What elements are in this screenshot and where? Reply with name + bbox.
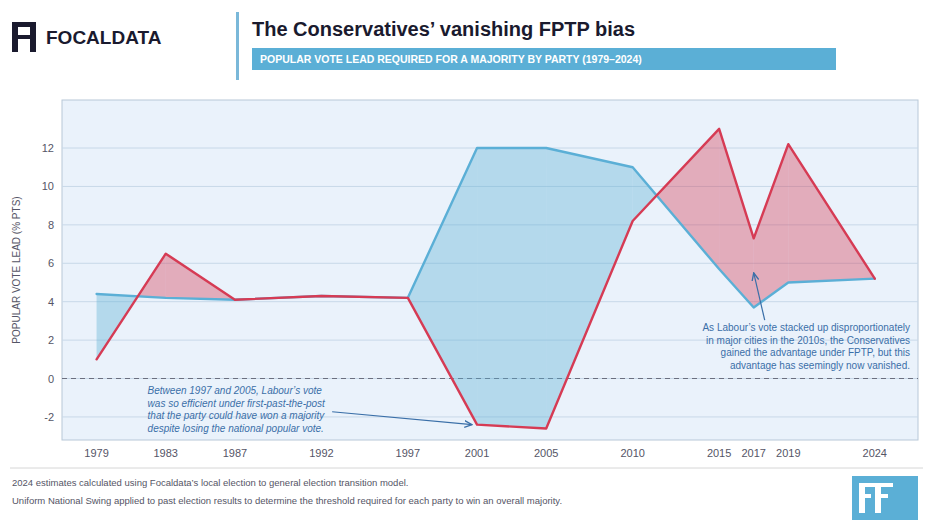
plot-frame	[62, 100, 918, 440]
logo-shape	[12, 35, 24, 39]
y-tick-label: 8	[48, 219, 54, 231]
icon-bg	[852, 476, 918, 520]
footer-rule	[10, 468, 923, 469]
annotation-line: gained the advantage under FPTP, but thi…	[721, 347, 910, 358]
x-tick-label: 1983	[154, 447, 178, 459]
x-tick-label: 2019	[776, 447, 800, 459]
x-tick-label: 1992	[309, 447, 333, 459]
annotation-line: was so efficient under first-past-the-po…	[148, 398, 327, 409]
subtitle: POPULAR VOTE LEAD REQUIRED FOR A MAJORIT…	[260, 53, 642, 65]
x-tick-label: 2017	[741, 447, 765, 459]
brand: FOCALDATA	[46, 27, 162, 48]
y-tick-label: 2	[48, 334, 54, 346]
icon-shape	[875, 483, 893, 487]
subtitle-bar	[252, 48, 836, 70]
x-tick-label: 1987	[223, 447, 247, 459]
y-tick-label: 12	[42, 142, 54, 154]
y-tick-label: 10	[42, 180, 54, 192]
chart: FOCALDATA The Conservatives’ vanishing FP…	[0, 0, 933, 525]
footer-note: 2024 estimates calculated using Focaldat…	[12, 477, 408, 488]
gap-area	[408, 148, 477, 425]
gap-area	[657, 129, 719, 269]
gap-area	[546, 148, 632, 428]
icon-shape	[859, 483, 875, 487]
icon-shape	[859, 494, 871, 498]
logo-shape	[22, 22, 36, 27]
annotation-line: Between 1997 and 2005, Labour’s vote	[148, 385, 323, 396]
annotation-line: As Labour’s vote stacked up disproportio…	[702, 322, 910, 333]
y-tick-label: 0	[48, 373, 54, 385]
series-line	[97, 129, 875, 429]
footer-note: Uniform National Swing applied to past e…	[12, 495, 562, 506]
logo-shape	[24, 35, 36, 39]
divider	[236, 12, 239, 80]
logo	[12, 22, 36, 52]
x-tick-label: 1979	[84, 447, 108, 459]
gap-area	[633, 167, 657, 221]
annotation-line: in major cities in the 2010s, the Conser…	[706, 335, 910, 346]
gap-area	[477, 148, 546, 428]
plot-area	[62, 129, 918, 429]
annotation-arrow	[754, 273, 765, 320]
y-tick-label: -2	[44, 411, 54, 423]
y-tick-label: 6	[48, 257, 54, 269]
x-tick-label: 2015	[707, 447, 731, 459]
title: The Conservatives’ vanishing FPTP bias	[252, 18, 635, 40]
x-tick-label: 2001	[465, 447, 489, 459]
x-tick-label: 2010	[620, 447, 644, 459]
y-tick-label: 4	[48, 296, 54, 308]
icon-shape	[875, 494, 888, 498]
fills	[97, 129, 875, 429]
annotation-arrow	[332, 412, 472, 425]
annotation-line: despite losing the national popular vote…	[148, 423, 324, 434]
annotation: Between 1997 and 2005, Labour’s vote was …	[148, 385, 327, 434]
annotation: As Labour’s vote stacked up disproportio…	[702, 322, 910, 371]
x-tick-label: 2005	[534, 447, 558, 459]
x-tick-label: 1997	[396, 447, 420, 459]
annotation-line: advantage has seemingly now vanished.	[730, 360, 910, 371]
footer-icon	[852, 476, 918, 520]
annotation-line: that the party could have won a majority	[148, 410, 326, 421]
y-axis-label: POPULAR VOTE LEAD (% PTS)	[11, 196, 22, 343]
x-tick-label: 2024	[863, 447, 887, 459]
